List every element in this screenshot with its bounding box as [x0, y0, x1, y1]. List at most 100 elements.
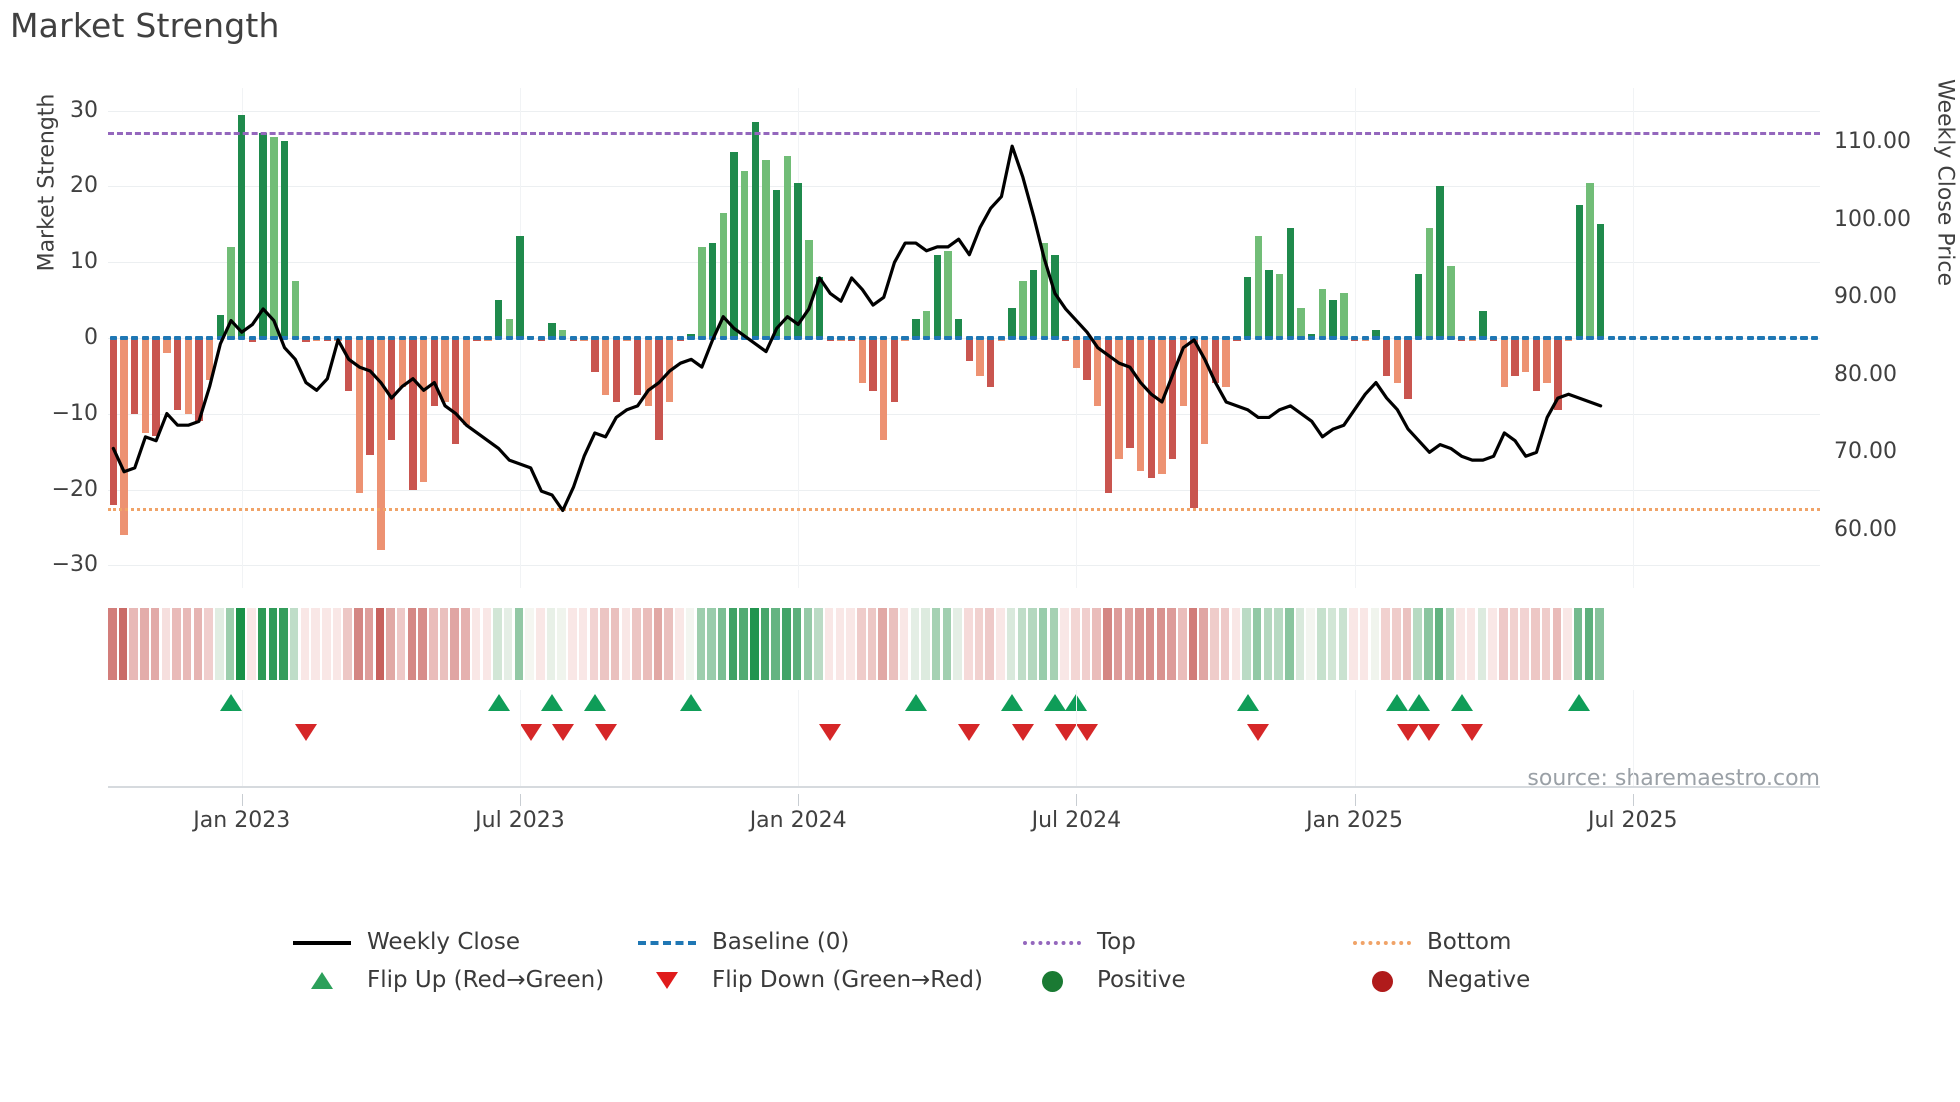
strength-bar: [1586, 182, 1594, 338]
legend-item[interactable]: Baseline (0): [634, 925, 849, 959]
baseline-segment: [1040, 336, 1048, 340]
baseline-segment: [1436, 336, 1444, 340]
legend-item[interactable]: Positive: [1019, 963, 1186, 997]
legend-item[interactable]: Top: [1019, 925, 1136, 959]
baseline-segment: [1211, 336, 1220, 340]
baseline-segment: [1468, 336, 1476, 340]
legend-item[interactable]: Weekly Close: [289, 925, 520, 959]
strength-bar: [259, 133, 267, 338]
flip-up-marker: [541, 694, 564, 711]
gridline: [108, 413, 1820, 415]
baseline-segment: [1061, 336, 1070, 340]
baseline-segment: [858, 336, 867, 340]
baseline-segment: [184, 336, 192, 340]
baseline-segment: [1051, 336, 1059, 340]
strength-bar: [548, 322, 556, 338]
baseline-segment: [1136, 336, 1145, 340]
legend-item-label: Negative: [1427, 967, 1531, 993]
heatmap-cell: [1456, 608, 1465, 680]
baseline-segment: [1393, 336, 1402, 340]
heatmap-cell: [589, 608, 599, 680]
baseline-segment: [666, 336, 674, 340]
baseline-segment: [366, 336, 374, 340]
baseline-segment: [270, 336, 278, 340]
flip-up-marker: [1450, 694, 1473, 711]
heatmap-cell: [1359, 608, 1369, 680]
baseline-segment: [1800, 336, 1808, 340]
legend-item[interactable]: Bottom: [1349, 925, 1511, 959]
baseline-segment: [1415, 336, 1423, 340]
baseline-segment: [1661, 336, 1669, 340]
baseline-segment: [1789, 336, 1797, 340]
heatmap-cell: [343, 608, 352, 680]
legend-item[interactable]: Flip Down (Green→Red): [634, 963, 983, 997]
strength-bar: [805, 239, 813, 338]
baseline-segment: [1222, 336, 1230, 340]
heatmap-cell: [450, 608, 459, 680]
legend-item[interactable]: Flip Up (Red→Green): [289, 963, 604, 997]
dotted-line-symbol-icon: [1349, 927, 1415, 957]
strength-bar: [1532, 338, 1541, 392]
strength-bar: [965, 338, 974, 361]
strength-bar: [1329, 300, 1337, 338]
heatmap-cell: [1060, 608, 1069, 680]
heatmap-cell: [536, 608, 545, 680]
strength-bar: [398, 338, 406, 388]
baseline-segment: [794, 336, 802, 340]
heatmap-cell: [610, 608, 620, 680]
baseline-segment: [473, 336, 481, 340]
baseline-segment: [334, 336, 342, 340]
strength-bar: [1008, 307, 1016, 338]
heatmap-cell: [578, 608, 588, 680]
strength-bar: [1051, 254, 1059, 338]
heatmap-cell: [1028, 608, 1037, 680]
y-axis-left-tick-label: 20: [70, 173, 98, 199]
heatmap-cell: [482, 608, 492, 680]
heatmap-cell: [525, 608, 534, 680]
heatmap-cell: [632, 608, 641, 680]
heatmap-cell: [985, 608, 994, 680]
strength-bar: [773, 190, 781, 338]
baseline-segment: [387, 336, 396, 340]
baseline-segment: [1019, 336, 1027, 340]
baseline-segment: [1457, 336, 1466, 340]
heatmap-cell: [257, 608, 267, 680]
strength-bar: [430, 338, 439, 407]
strength-bar: [698, 247, 706, 338]
heatmap-cell: [846, 608, 855, 680]
heatmap-cell: [643, 608, 652, 680]
baseline-segment: [890, 336, 899, 340]
baseline-segment: [954, 336, 963, 340]
baseline-segment: [1254, 336, 1262, 340]
baseline-segment: [312, 336, 321, 340]
heatmap-cell: [1071, 608, 1080, 680]
flip-up-marker: [680, 694, 703, 711]
baseline-segment: [526, 336, 535, 340]
heatmap-cell: [996, 608, 1005, 680]
strength-bar: [1201, 338, 1209, 445]
baseline-segment: [826, 336, 834, 340]
heatmap-cell: [653, 608, 663, 680]
heatmap-cell: [236, 608, 245, 680]
strength-bar: [601, 338, 610, 395]
strength-bar: [516, 235, 524, 338]
vertical-gridline: [798, 690, 800, 786]
heatmap-cell: [792, 608, 802, 680]
strength-bar: [1500, 338, 1509, 388]
strength-bar: [1158, 338, 1166, 475]
gridline: [108, 565, 1820, 567]
strength-bar: [1136, 338, 1145, 471]
heatmap-cell: [835, 608, 845, 680]
strength-bar: [880, 338, 888, 441]
baseline-segment: [141, 336, 150, 340]
legend-item[interactable]: Negative: [1349, 963, 1530, 997]
strength-bar: [1072, 338, 1081, 369]
baseline-segment: [1778, 336, 1787, 340]
baseline-segment: [783, 336, 792, 340]
heatmap-cell: [1178, 608, 1187, 680]
main-plot-panel: 30 20 10 0 −10 −20 −30 110.00 100.00 90.00 80.00 7…: [52, 88, 1911, 588]
heatmap-cell: [1509, 608, 1519, 680]
baseline-segment: [1126, 336, 1134, 340]
y-axis-right-tick-label: 110.00: [1834, 129, 1911, 155]
strength-bar: [1147, 338, 1155, 479]
